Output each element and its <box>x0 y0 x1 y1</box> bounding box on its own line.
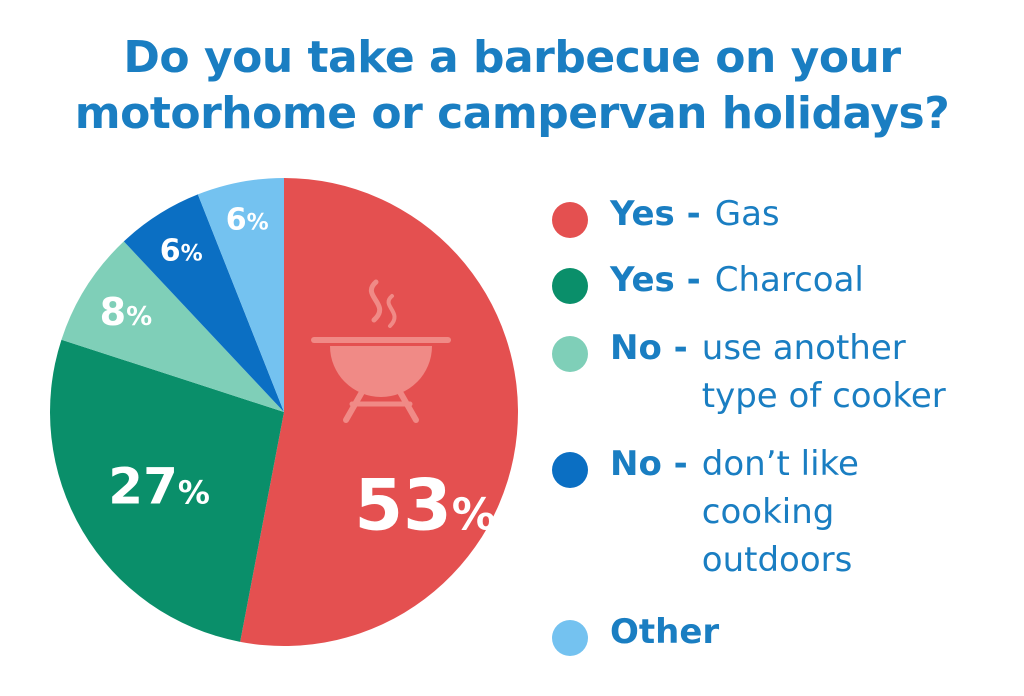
legend-desc-dont-like: don’t like cooking outdoors <box>702 440 859 584</box>
chart-title-line-2: motorhome or campervan holidays? <box>74 88 950 139</box>
chart-title: Do you take a barbecue on your motorhome… <box>0 30 1024 142</box>
legend-desc-line: type of cooker <box>701 376 946 416</box>
chart-title-line-1: Do you take a barbecue on your <box>123 32 901 83</box>
legend-key-gas: Yes - <box>610 194 701 234</box>
pie-slice-another-cooker <box>61 241 284 412</box>
legend-desc-another-cooker: use another type of cooker <box>702 324 946 420</box>
pie-label-gas: 53% <box>354 464 496 546</box>
legend-text-another-cooker: No - use another type of cooker <box>610 324 946 420</box>
legend-dot-other <box>552 620 588 656</box>
legend-text-other: Other <box>610 608 719 656</box>
legend-desc-line: don’t like <box>701 444 859 484</box>
pie-slice-gas <box>240 178 518 646</box>
legend-desc-line: Gas <box>714 194 780 234</box>
pie-slice-charcoal <box>49 339 285 642</box>
legend-text-dont-like: No - don’t like cooking outdoors <box>610 440 859 584</box>
legend-dot-dont-like <box>552 452 588 488</box>
legend-desc-line: Charcoal <box>714 260 864 300</box>
legend-desc-line: outdoors <box>701 540 853 580</box>
legend-dot-charcoal <box>552 268 588 304</box>
pie-label-charcoal: 27% <box>108 457 210 515</box>
legend-key-other: Other <box>610 612 720 652</box>
legend-key-another-cooker: No - <box>610 328 688 368</box>
pie-label-another-cooker: 8% <box>100 290 153 334</box>
legend-dot-another-cooker <box>552 336 588 372</box>
legend-dot-gas <box>552 202 588 238</box>
legend-desc-charcoal: Charcoal <box>715 256 864 304</box>
legend-desc-line: use another <box>701 328 906 368</box>
pie-label-dont-like: 6% <box>160 233 203 268</box>
legend-desc-gas: Gas <box>715 190 780 238</box>
legend-text-gas: Yes - Gas <box>610 190 780 238</box>
legend-key-charcoal: Yes - <box>610 260 701 300</box>
barbecue-grill-icon <box>311 279 451 423</box>
pie-slice-dont-like <box>123 194 284 412</box>
pie-slice-other <box>197 178 284 412</box>
legend-text-charcoal: Yes - Charcoal <box>610 256 864 304</box>
pie-label-other: 6% <box>226 202 269 237</box>
legend-desc-line: cooking <box>701 492 835 532</box>
legend-key-dont-like: No - <box>610 444 688 484</box>
